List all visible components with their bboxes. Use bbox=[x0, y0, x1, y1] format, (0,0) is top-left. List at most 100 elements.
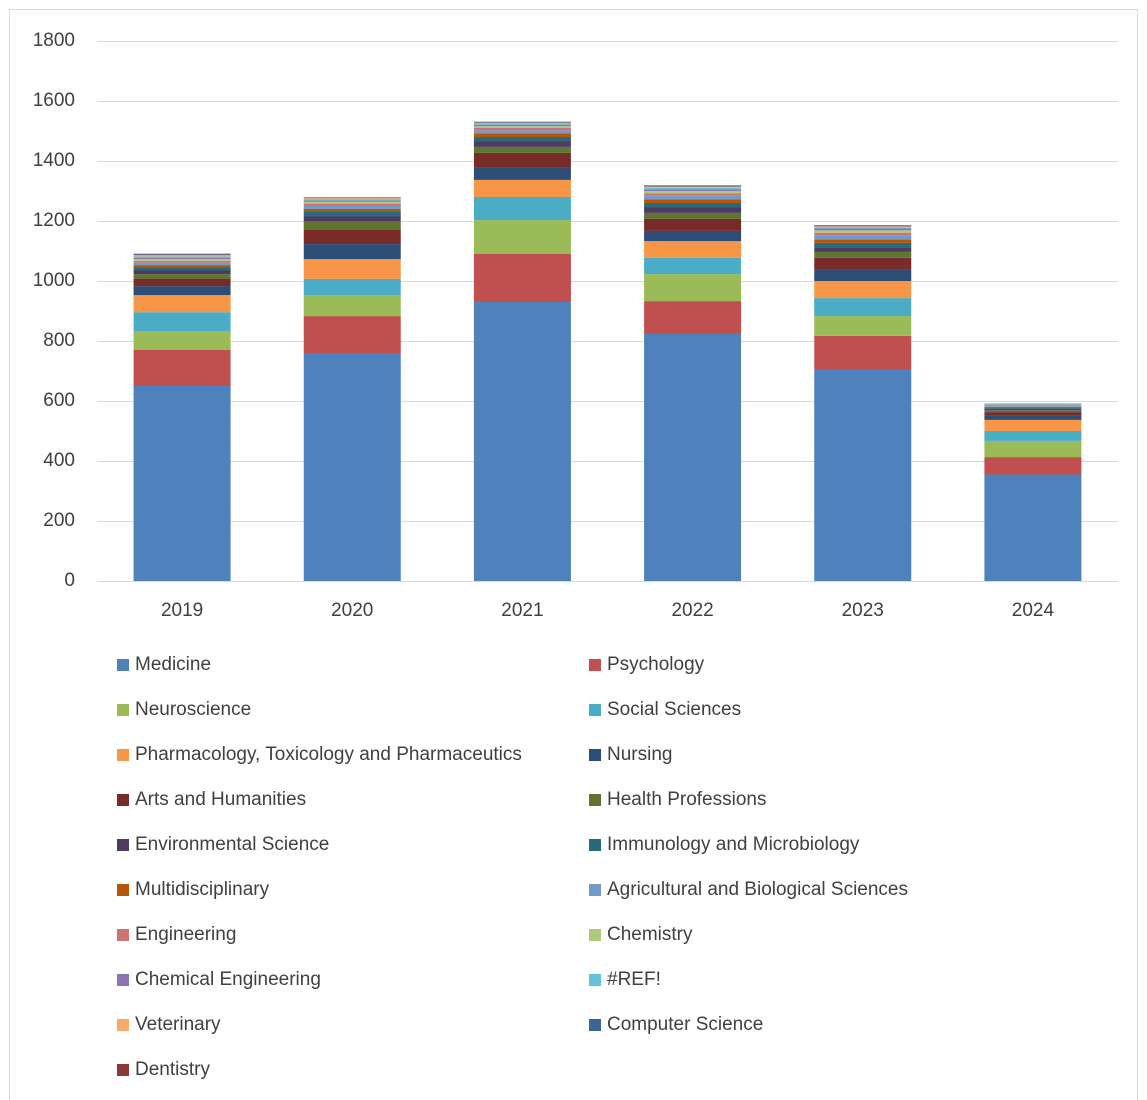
legend-swatch bbox=[589, 749, 601, 761]
bar-segment bbox=[644, 230, 742, 242]
bar-segment bbox=[473, 133, 571, 137]
bar-segment bbox=[133, 255, 231, 257]
bar-segment bbox=[133, 260, 231, 263]
bar-segment bbox=[814, 281, 912, 299]
bar-segment bbox=[303, 259, 401, 279]
bar-segment bbox=[303, 197, 401, 199]
legend-label: Medicine bbox=[135, 654, 211, 675]
y-tick-label: 600 bbox=[43, 390, 75, 411]
bar-segment bbox=[303, 295, 401, 317]
legend-label: Chemical Engineering bbox=[135, 969, 321, 990]
x-tick-label: 2021 bbox=[501, 600, 543, 621]
legend-label: Nursing bbox=[607, 744, 672, 765]
legend-label: Health Professions bbox=[607, 789, 766, 810]
bar-segment bbox=[303, 316, 401, 353]
legend-swatch bbox=[589, 974, 601, 986]
bar-segment bbox=[133, 254, 231, 256]
y-tick-label: 0 bbox=[64, 570, 75, 591]
legend-label: Computer Science bbox=[607, 1014, 763, 1035]
bar-segment bbox=[473, 126, 571, 128]
legend-label: Neuroscience bbox=[135, 699, 251, 720]
bar-segment bbox=[984, 405, 1082, 407]
legend-label: Social Sciences bbox=[607, 699, 741, 720]
bar-segment bbox=[133, 295, 231, 313]
bar-segment bbox=[133, 274, 231, 279]
bar-segment bbox=[984, 412, 1082, 416]
bar-segment bbox=[473, 128, 571, 131]
bar-segment bbox=[473, 130, 571, 134]
legend-swatch bbox=[589, 1019, 601, 1031]
bar-segment bbox=[473, 141, 571, 147]
bar-segment bbox=[473, 137, 571, 142]
legend-label: Dentistry bbox=[135, 1059, 210, 1080]
bar-segment bbox=[133, 267, 231, 271]
bar-segment bbox=[644, 189, 742, 191]
bar-segment bbox=[814, 369, 912, 581]
bar-segment bbox=[133, 257, 231, 260]
bar-segment bbox=[644, 203, 742, 208]
legend-label: Engineering bbox=[135, 924, 236, 945]
bar-segment bbox=[984, 410, 1082, 413]
x-tick-label: 2019 bbox=[161, 600, 203, 621]
bar-segment bbox=[303, 278, 401, 296]
bar-segment bbox=[303, 206, 401, 209]
bar-segment bbox=[133, 286, 231, 296]
bar-segment bbox=[473, 146, 571, 153]
legend-label: #REF! bbox=[607, 969, 661, 990]
legend-swatch bbox=[117, 659, 129, 671]
bar-segment bbox=[473, 302, 571, 581]
bar-segment bbox=[814, 227, 912, 229]
bar-segment bbox=[814, 225, 912, 227]
legend-swatch bbox=[117, 1064, 129, 1076]
y-tick-label: 400 bbox=[43, 450, 75, 471]
bar-segment bbox=[133, 265, 231, 268]
bar-segment bbox=[814, 225, 912, 226]
bar-segment bbox=[984, 407, 1082, 409]
bar-segment bbox=[473, 254, 571, 302]
bar-segment bbox=[303, 230, 401, 245]
bar-segment bbox=[814, 235, 912, 240]
legend-swatch bbox=[117, 749, 129, 761]
bar-segment bbox=[303, 209, 401, 212]
bar-segment bbox=[644, 191, 742, 194]
y-tick-label: 1000 bbox=[33, 270, 75, 291]
y-tick-label: 1600 bbox=[33, 90, 75, 111]
y-tick-label: 1800 bbox=[33, 30, 75, 51]
bar-segment bbox=[644, 199, 742, 203]
bar-segment bbox=[133, 386, 231, 581]
x-tick-label: 2023 bbox=[842, 600, 884, 621]
x-tick-label: 2022 bbox=[671, 600, 713, 621]
bar-segment bbox=[473, 123, 571, 125]
bar-segment bbox=[984, 406, 1082, 407]
bar-segment bbox=[984, 457, 1082, 475]
legend-label: Agricultural and Biological Sciences bbox=[607, 879, 908, 900]
bar-segment bbox=[814, 230, 912, 233]
legend-label: Chemistry bbox=[607, 924, 693, 945]
bar-segment bbox=[133, 253, 231, 255]
legend-swatch bbox=[589, 884, 601, 896]
bar-segment bbox=[644, 185, 742, 187]
bar-segment bbox=[984, 440, 1082, 458]
bar-segment bbox=[644, 301, 742, 334]
bar-segment bbox=[473, 167, 571, 180]
bar-segment bbox=[303, 212, 401, 217]
bar-segment bbox=[814, 242, 912, 248]
bar-segment bbox=[644, 274, 742, 302]
bar-segment bbox=[133, 262, 231, 266]
bar-segment bbox=[814, 247, 912, 252]
bar-segment bbox=[814, 335, 912, 370]
bar-segment bbox=[133, 278, 231, 287]
legend-swatch bbox=[117, 974, 129, 986]
legend-label: Multidisciplinary bbox=[135, 879, 270, 900]
bar-segment bbox=[303, 199, 401, 201]
legend-swatch bbox=[117, 704, 129, 716]
bar-segment bbox=[984, 431, 1082, 441]
bar-segment bbox=[303, 203, 401, 206]
bar-segment bbox=[133, 256, 231, 258]
legend-swatch bbox=[117, 839, 129, 851]
bar-segment bbox=[644, 241, 742, 258]
bar-segment bbox=[814, 239, 912, 243]
legend-label: Psychology bbox=[607, 654, 705, 675]
x-tick-label: 2024 bbox=[1012, 600, 1055, 621]
bar-segment bbox=[133, 312, 231, 332]
